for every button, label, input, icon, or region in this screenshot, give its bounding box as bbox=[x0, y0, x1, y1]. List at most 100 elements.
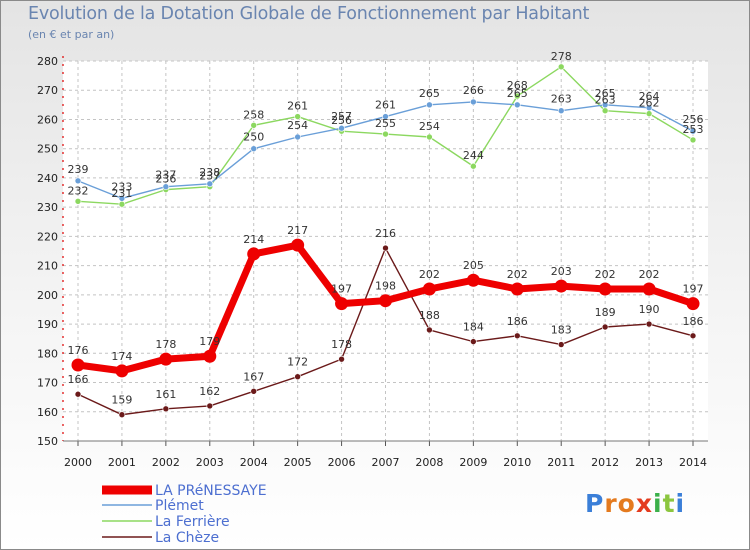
data-point bbox=[382, 244, 389, 252]
data-point bbox=[206, 402, 214, 410]
data-label: 278 bbox=[551, 50, 572, 63]
x-tick-label: 2001 bbox=[108, 456, 136, 469]
y-tick-label: 150 bbox=[37, 435, 58, 448]
data-label: 261 bbox=[375, 99, 396, 112]
data-point bbox=[206, 180, 214, 188]
data-label: 197 bbox=[331, 283, 352, 296]
data-point bbox=[466, 273, 480, 287]
data-label: 261 bbox=[287, 100, 308, 113]
data-label: 197 bbox=[683, 283, 704, 296]
data-point bbox=[382, 113, 389, 120]
data-label: 237 bbox=[199, 170, 220, 183]
data-label: 162 bbox=[199, 385, 220, 398]
data-label: 232 bbox=[68, 184, 89, 197]
logo-letter: i bbox=[675, 489, 686, 518]
data-point bbox=[162, 183, 170, 190]
data-label: 233 bbox=[111, 180, 132, 193]
x-tick-label: 2003 bbox=[196, 456, 224, 469]
data-label: 202 bbox=[419, 268, 440, 281]
legend-label-la-prenessaye: LA PRéNESSAYE bbox=[155, 483, 267, 499]
data-point bbox=[557, 341, 565, 348]
data-point bbox=[115, 364, 129, 378]
data-point bbox=[335, 297, 349, 311]
x-tick-label: 2013 bbox=[635, 456, 663, 469]
x-tick-label: 2009 bbox=[459, 456, 487, 469]
y-tick-label: 210 bbox=[37, 260, 58, 273]
logo-letter: i bbox=[653, 489, 663, 518]
x-tick-label: 2012 bbox=[591, 456, 619, 469]
data-label: 268 bbox=[507, 79, 528, 92]
data-label: 186 bbox=[683, 315, 704, 328]
logo-letter: r bbox=[604, 489, 618, 518]
data-label: 264 bbox=[639, 90, 660, 103]
x-tick-label: 2014 bbox=[679, 456, 707, 469]
data-point bbox=[74, 198, 82, 205]
data-point bbox=[250, 145, 258, 152]
x-tick-label: 2005 bbox=[284, 456, 312, 469]
legend-label-la-ferriere: La Ferrière bbox=[155, 514, 230, 530]
data-point bbox=[601, 101, 609, 109]
data-label: 179 bbox=[199, 335, 220, 348]
y-tick-label: 220 bbox=[37, 230, 58, 243]
data-label: 203 bbox=[551, 265, 572, 278]
y-tick-label: 180 bbox=[37, 347, 58, 360]
data-label: 186 bbox=[507, 315, 528, 328]
data-point bbox=[379, 294, 392, 308]
data-label: 266 bbox=[463, 84, 484, 97]
data-point bbox=[513, 101, 521, 109]
x-tick-label: 2000 bbox=[64, 456, 92, 469]
data-point bbox=[689, 127, 697, 135]
data-label: 174 bbox=[111, 350, 132, 363]
data-label: 216 bbox=[375, 227, 396, 240]
data-point bbox=[250, 388, 258, 395]
data-label: 263 bbox=[551, 93, 572, 106]
data-label: 184 bbox=[463, 321, 484, 334]
data-point bbox=[294, 133, 301, 141]
data-point bbox=[470, 98, 477, 106]
data-point bbox=[250, 122, 258, 129]
data-label: 217 bbox=[287, 224, 308, 237]
data-label: 172 bbox=[287, 356, 308, 369]
logo-letter: x bbox=[635, 489, 653, 518]
data-label: 202 bbox=[595, 268, 616, 281]
data-label: 244 bbox=[463, 149, 484, 162]
data-point bbox=[118, 195, 126, 202]
data-label: 214 bbox=[243, 233, 264, 246]
proxiti-logo: Proxiti bbox=[585, 489, 685, 518]
data-label: 256 bbox=[683, 113, 704, 126]
data-point bbox=[203, 349, 217, 363]
data-point bbox=[74, 177, 82, 185]
data-point bbox=[557, 107, 565, 114]
logo-letter: P bbox=[585, 489, 605, 518]
data-point bbox=[159, 352, 173, 366]
y-tick-label: 260 bbox=[37, 113, 58, 126]
data-point bbox=[71, 358, 85, 372]
data-point bbox=[382, 130, 389, 138]
data-label: 178 bbox=[331, 338, 352, 351]
y-tick-label: 160 bbox=[37, 406, 58, 419]
data-point bbox=[557, 63, 565, 71]
data-label: 190 bbox=[639, 303, 660, 316]
y-tick-label: 170 bbox=[37, 377, 58, 390]
data-point bbox=[470, 338, 477, 345]
data-point bbox=[645, 320, 653, 328]
logo-letter: o bbox=[617, 489, 636, 518]
data-point bbox=[247, 247, 261, 261]
data-label: 205 bbox=[463, 259, 484, 272]
x-tick-label: 2004 bbox=[240, 456, 268, 469]
series-la-prenessaye bbox=[71, 238, 700, 378]
data-point bbox=[642, 282, 656, 296]
data-point bbox=[645, 110, 653, 117]
x-tick-label: 2007 bbox=[372, 456, 400, 469]
data-point bbox=[689, 136, 697, 144]
data-label: 237 bbox=[155, 169, 176, 182]
x-tick-label: 2002 bbox=[152, 456, 180, 469]
data-label: 238 bbox=[199, 166, 220, 179]
data-point bbox=[162, 405, 170, 413]
series-la-cheze bbox=[74, 244, 697, 418]
data-label: 231 bbox=[111, 187, 132, 200]
data-label: 250 bbox=[243, 131, 264, 144]
x-tick-label: 2011 bbox=[547, 456, 575, 469]
